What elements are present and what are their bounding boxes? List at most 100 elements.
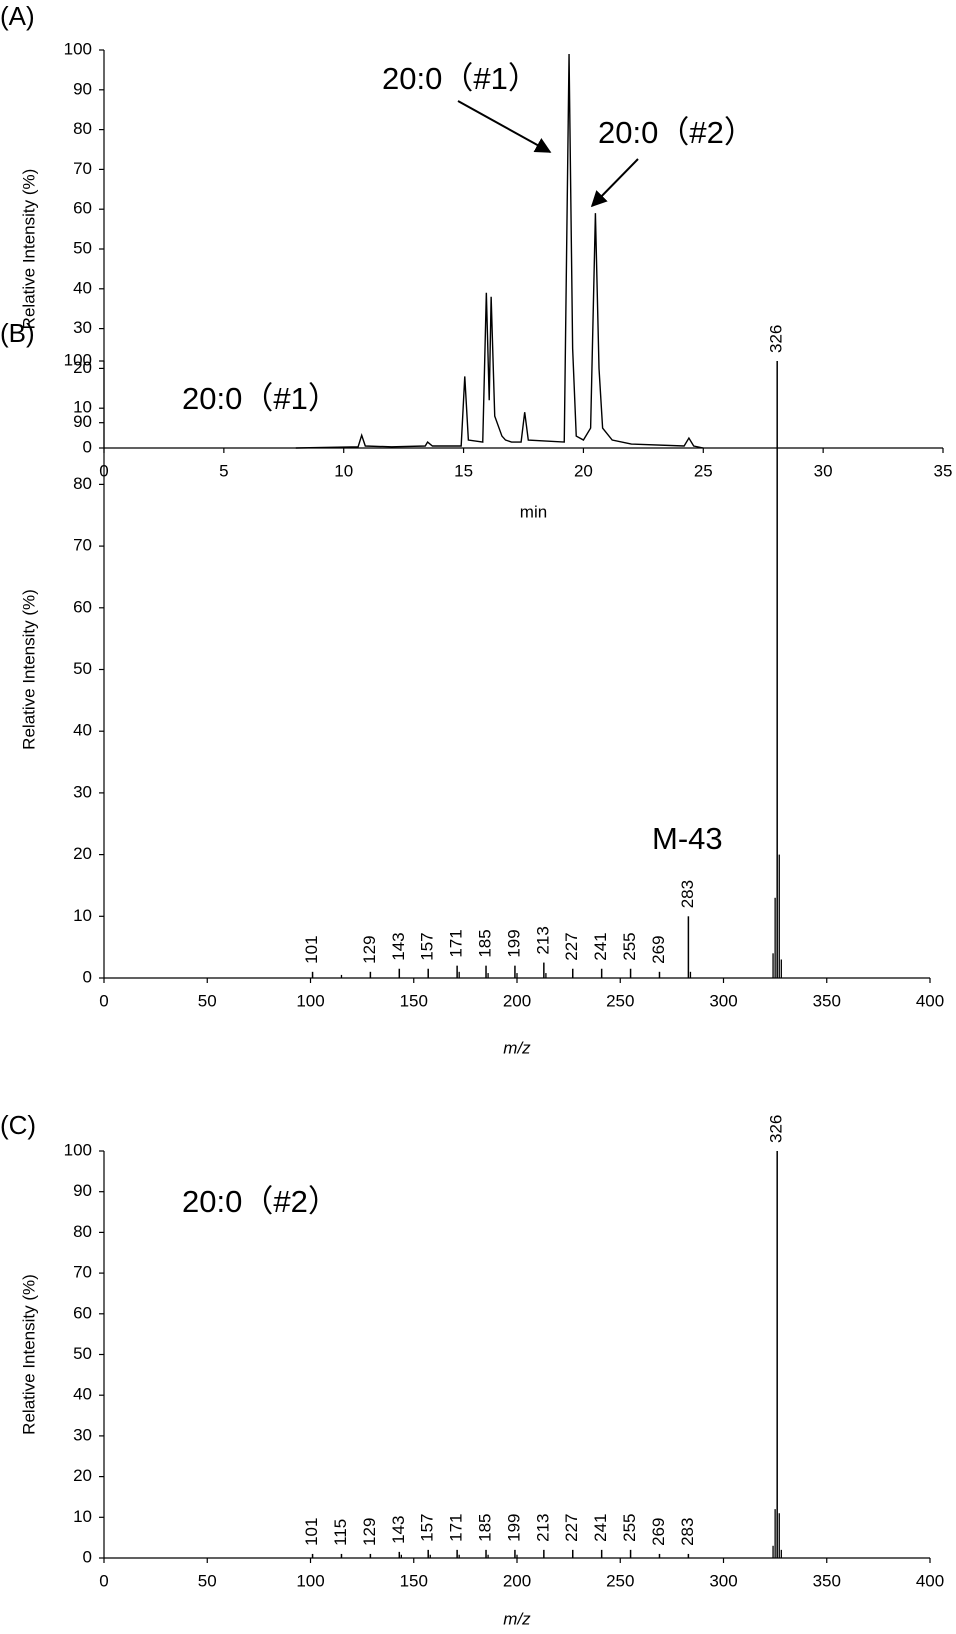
- x-tick-label: 10: [334, 461, 353, 480]
- peak-label: 185: [476, 929, 495, 957]
- y-tick-label: 100: [64, 350, 92, 369]
- x-tick-label: 200: [503, 991, 531, 1010]
- peak-label: 171: [447, 1513, 466, 1541]
- x-tick-label: 250: [606, 1571, 634, 1590]
- y-tick-label: 80: [73, 1222, 92, 1241]
- peak-label: 101: [302, 1518, 321, 1546]
- arrow: [457, 100, 552, 153]
- peak-label: 241: [591, 1513, 610, 1541]
- peak-label: 157: [418, 932, 437, 960]
- y-tick-label: 10: [73, 398, 92, 417]
- x-tick-label: 400: [916, 1571, 944, 1590]
- peak-label: 255: [620, 932, 639, 960]
- peak-label: 171: [447, 929, 466, 957]
- x-tick-label: 150: [400, 1571, 428, 1590]
- x-tick-label: 0: [99, 1571, 108, 1590]
- peak-label: 213: [533, 926, 552, 954]
- x-tick-label: 35: [934, 461, 953, 480]
- y-tick-label: 70: [73, 1263, 92, 1282]
- x-tick-label: 400: [916, 991, 944, 1010]
- arrow: [590, 158, 639, 208]
- y-tick-label: 70: [73, 159, 92, 178]
- y-axis-label: Relative Intensity (%): [19, 1274, 38, 1435]
- y-tick-label: 40: [73, 721, 92, 740]
- y-tick-label: 20: [73, 844, 92, 863]
- x-axis-label: m/z: [503, 1609, 531, 1628]
- annotation: 20:0（#1）: [182, 381, 339, 416]
- peak-label: 326: [767, 1115, 786, 1143]
- x-axis-label: m/z: [503, 1038, 531, 1057]
- y-tick-label: 50: [73, 659, 92, 678]
- peak-label: 283: [678, 880, 697, 908]
- peak-label: 326: [767, 325, 786, 353]
- peak-label: 199: [504, 929, 523, 957]
- y-tick-label: 20: [73, 358, 92, 377]
- y-tick-label: 50: [73, 238, 92, 257]
- y-tick-label: 40: [73, 278, 92, 297]
- peak-label: 199: [504, 1513, 523, 1541]
- peak-label: 227: [562, 1513, 581, 1541]
- panel-label: (A): [0, 1, 35, 31]
- x-tick-label: 200: [503, 1571, 531, 1590]
- y-tick-label: 30: [73, 318, 92, 337]
- x-tick-label: 25: [694, 461, 713, 480]
- x-tick-label: 50: [198, 991, 217, 1010]
- y-tick-label: 90: [73, 79, 92, 98]
- x-tick-label: 300: [709, 991, 737, 1010]
- y-tick-label: 20: [73, 1466, 92, 1485]
- panel-label: (C): [0, 1110, 36, 1140]
- y-tick-label: 30: [73, 1425, 92, 1444]
- peak-label: 185: [476, 1513, 495, 1541]
- x-tick-label: 100: [296, 1571, 324, 1590]
- y-axis-label: Relative Intensity (%): [19, 169, 38, 330]
- y-tick-label: 90: [73, 1181, 92, 1200]
- annotation: 20:0（#2）: [182, 1184, 339, 1219]
- y-tick-label: 10: [73, 1507, 92, 1526]
- peak-label: 227: [562, 932, 581, 960]
- trace: [295, 53, 704, 449]
- y-tick-label: 0: [83, 437, 92, 456]
- x-tick-label: 350: [813, 1571, 841, 1590]
- peak-label: 115: [331, 1519, 350, 1546]
- x-tick-label: 15: [454, 461, 473, 480]
- x-axis-label: min: [520, 502, 547, 521]
- annotation: M-43: [652, 821, 723, 856]
- y-tick-label: 80: [73, 119, 92, 138]
- x-tick-label: 50: [198, 1571, 217, 1590]
- peak-label: 213: [533, 1513, 552, 1541]
- y-tick-label: 90: [73, 412, 92, 431]
- x-tick-label: 250: [606, 991, 634, 1010]
- peak-label: 269: [649, 1518, 668, 1546]
- x-tick-label: 5: [219, 461, 228, 480]
- x-tick-label: 300: [709, 1571, 737, 1590]
- y-tick-label: 30: [73, 782, 92, 801]
- y-tick-label: 60: [73, 199, 92, 218]
- annotation: 20:0（#2）: [598, 115, 755, 150]
- peak-label: 101: [302, 935, 321, 963]
- y-tick-label: 0: [83, 967, 92, 986]
- peak-label: 129: [360, 1518, 379, 1546]
- x-tick-label: 0: [99, 991, 108, 1010]
- y-tick-label: 70: [73, 536, 92, 555]
- peak-label: 129: [360, 935, 379, 963]
- y-axis-label: Relative Intensity (%): [19, 589, 38, 750]
- peak-label: 143: [389, 932, 408, 960]
- peak-label: 269: [649, 935, 668, 963]
- peak-label: 143: [389, 1516, 408, 1544]
- x-tick-label: 150: [400, 991, 428, 1010]
- x-tick-label: 20: [574, 461, 593, 480]
- y-tick-label: 100: [64, 39, 92, 58]
- peak-label: 241: [591, 932, 610, 960]
- peak-label: 255: [620, 1513, 639, 1541]
- y-tick-label: 50: [73, 1344, 92, 1363]
- x-tick-label: 100: [296, 991, 324, 1010]
- x-tick-label: 350: [813, 991, 841, 1010]
- y-tick-label: 80: [73, 474, 92, 493]
- y-tick-label: 100: [64, 1140, 92, 1159]
- annotation: 20:0（#1）: [382, 61, 539, 96]
- peak-label: 157: [418, 1513, 437, 1541]
- y-tick-label: 60: [73, 1303, 92, 1322]
- x-tick-label: 30: [814, 461, 833, 480]
- y-tick-label: 40: [73, 1385, 92, 1404]
